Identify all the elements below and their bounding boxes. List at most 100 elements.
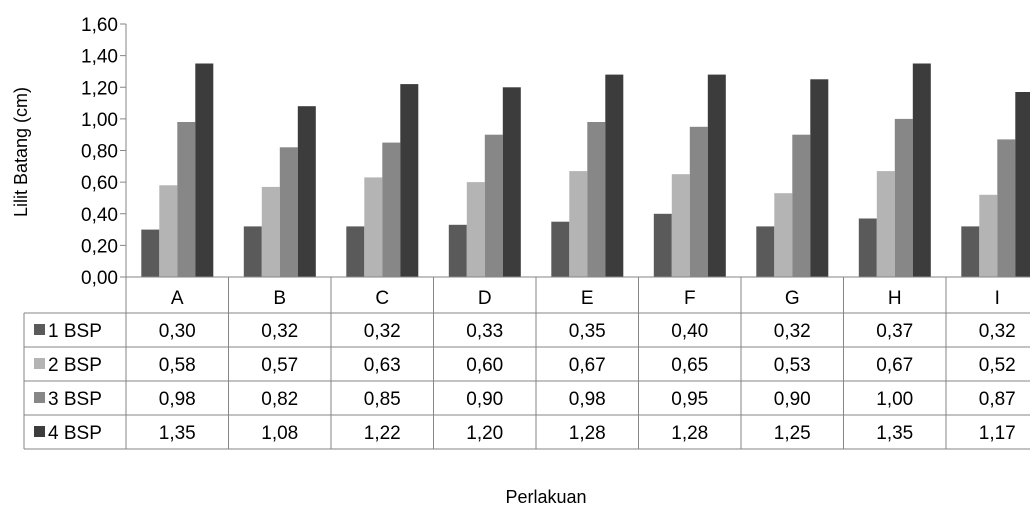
data-label: 0,32 <box>364 321 401 342</box>
bar-2-bsp-f <box>671 174 690 277</box>
x-tick-label: H <box>888 288 902 309</box>
data-label: 0,85 <box>364 389 401 410</box>
bar-1-bsp-h <box>858 218 877 277</box>
bar-1-bsp-d <box>448 224 467 277</box>
data-label: 0,63 <box>364 355 401 376</box>
bar-1-bsp-e <box>551 221 570 277</box>
bar-4-bsp-a <box>195 63 214 277</box>
legend-swatch <box>34 324 45 335</box>
data-label: 0,60 <box>466 355 503 376</box>
bar-4-bsp-f <box>707 74 726 277</box>
bar-1-bsp-a <box>141 229 160 277</box>
y-tick-label: 1,00 <box>81 110 118 131</box>
data-label: 0,35 <box>569 321 606 342</box>
bar-2-bsp-b <box>261 186 280 277</box>
data-label: 0,58 <box>159 355 196 376</box>
data-label: 1,08 <box>261 423 298 444</box>
legend-swatch <box>34 358 45 369</box>
x-tick-label: E <box>581 288 594 309</box>
data-label: 1,25 <box>774 423 811 444</box>
bar-3-bsp-c <box>382 142 401 277</box>
y-tick-label: 1,40 <box>81 47 118 68</box>
legend-label: 4 BSP <box>48 423 102 444</box>
bar-1-bsp-g <box>756 226 775 277</box>
y-tick-label: 0,00 <box>81 268 118 289</box>
bar-1-bsp-f <box>653 213 672 278</box>
bar-3-bsp-e <box>587 122 606 277</box>
bar-3-bsp-i <box>997 139 1016 277</box>
x-tick-label: C <box>375 288 389 309</box>
bars <box>141 63 1030 278</box>
data-label: 1,17 <box>979 423 1016 444</box>
bar-4-bsp-b <box>297 106 316 277</box>
data-label: 0,95 <box>671 389 708 410</box>
bar-1-bsp-i <box>961 226 980 277</box>
y-tick-label: 1,20 <box>81 78 118 99</box>
bar-2-bsp-c <box>364 177 383 277</box>
data-label: 1,28 <box>671 423 708 444</box>
bar-3-bsp-h <box>894 118 913 278</box>
data-label: 0,90 <box>466 389 503 410</box>
legend-swatch <box>34 392 45 403</box>
data-label: 1,20 <box>466 423 503 444</box>
data-label: 1,22 <box>364 423 401 444</box>
bar-2-bsp-e <box>569 171 588 277</box>
data-label: 1,28 <box>569 423 606 444</box>
bar-4-bsp-e <box>605 74 624 277</box>
y-tick-label: 0,60 <box>81 173 118 194</box>
data-label: 0,87 <box>979 389 1016 410</box>
x-tick-label: A <box>171 288 184 309</box>
data-label: 0,53 <box>774 355 811 376</box>
y-axis-title: Lilit Batang (cm) <box>11 87 31 217</box>
y-tick-label: 1,60 <box>81 15 118 36</box>
bar-4-bsp-g <box>810 79 829 277</box>
bar-2-bsp-a <box>159 185 178 277</box>
bar-4-bsp-i <box>1015 92 1030 277</box>
bar-4-bsp-c <box>400 84 419 277</box>
data-label: 1,35 <box>876 423 913 444</box>
bar-4-bsp-h <box>912 63 931 277</box>
x-tick-label: D <box>478 288 492 309</box>
data-label: 0,40 <box>671 321 708 342</box>
bar-3-bsp-g <box>792 134 811 277</box>
data-label: 1,35 <box>159 423 196 444</box>
data-label: 0,33 <box>466 321 503 342</box>
bar-1-bsp-b <box>243 226 262 277</box>
bar-3-bsp-a <box>177 122 196 277</box>
data-label: 0,65 <box>671 355 708 376</box>
bar-2-bsp-g <box>774 193 793 277</box>
bar-2-bsp-d <box>466 182 485 277</box>
data-label: 0,37 <box>876 321 913 342</box>
data-label: 0,90 <box>774 389 811 410</box>
data-label: 0,82 <box>261 389 298 410</box>
legend-swatch <box>34 426 45 437</box>
x-axis-title: Perlakuan <box>505 487 586 507</box>
data-label: 0,52 <box>979 355 1016 376</box>
legend-label: 2 BSP <box>48 355 102 376</box>
x-tick-label: F <box>684 288 696 309</box>
bar-1-bsp-c <box>346 226 365 277</box>
bar-3-bsp-f <box>689 126 708 277</box>
data-label: 1,00 <box>876 389 913 410</box>
x-tick-label: I <box>995 288 1000 309</box>
legend-label: 1 BSP <box>48 321 102 342</box>
y-tick-label: 0,40 <box>81 205 118 226</box>
data-label: 0,32 <box>979 321 1016 342</box>
bar-3-bsp-d <box>484 134 503 277</box>
data-label: 0,57 <box>261 355 298 376</box>
bar-3-bsp-b <box>279 147 298 277</box>
data-label: 0,32 <box>261 321 298 342</box>
data-label: 0,32 <box>774 321 811 342</box>
bar-2-bsp-h <box>876 171 895 277</box>
bar-2-bsp-i <box>979 194 998 277</box>
data-label: 0,67 <box>876 355 913 376</box>
y-axis: 0,00 0,20 0,40 0,60 0,80 1,00 1,20 1,40 1,60 <box>81 15 127 289</box>
data-table: A B C D E F G H I 1 BSP 0,30 0,32 0,32 0,33 0,35 0,40 0,… <box>23 276 1030 450</box>
bar-4-bsp-d <box>502 87 521 277</box>
data-label: 0,98 <box>569 389 606 410</box>
y-tick-label: 0,20 <box>81 236 118 257</box>
x-tick-label: B <box>273 288 286 309</box>
data-label: 0,98 <box>159 389 196 410</box>
legend-label: 3 BSP <box>48 389 102 410</box>
